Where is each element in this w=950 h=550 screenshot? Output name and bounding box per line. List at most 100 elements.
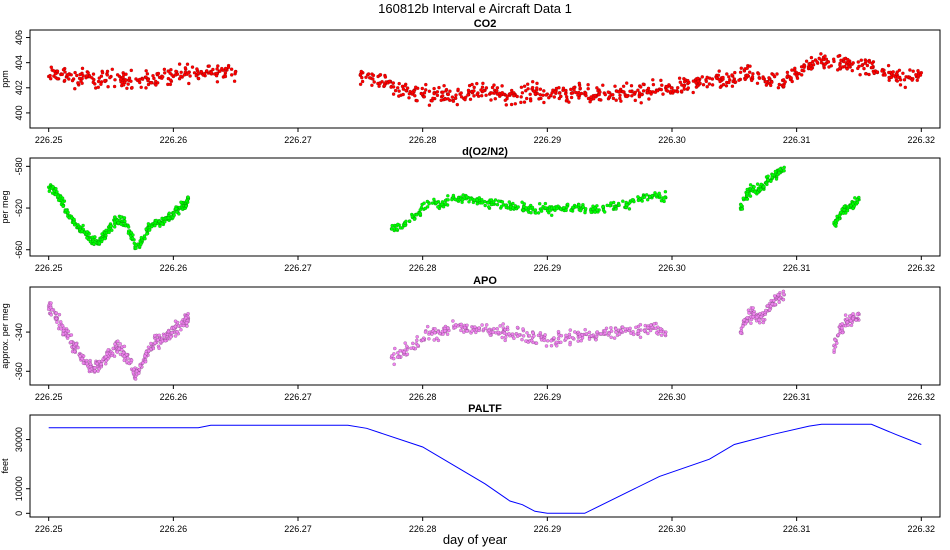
data-point	[686, 86, 691, 90]
data-point	[761, 184, 766, 189]
x-tick-label: 226.28	[409, 135, 437, 145]
data-point	[849, 318, 853, 323]
data-point	[470, 82, 474, 87]
data-point	[472, 325, 477, 329]
data-point	[233, 70, 238, 74]
data-point	[767, 76, 771, 80]
data-point	[903, 85, 908, 90]
data-point	[500, 200, 505, 204]
data-point	[91, 242, 96, 246]
data-point	[851, 61, 856, 65]
data-point	[427, 103, 432, 107]
data-point	[565, 202, 570, 207]
y-tick-label: -580	[14, 157, 24, 175]
data-point	[491, 330, 495, 335]
data-point	[516, 205, 521, 209]
data-point	[173, 319, 178, 324]
data-point	[126, 82, 130, 86]
plot-frame	[29, 286, 941, 386]
data-point	[583, 210, 587, 215]
data-point	[718, 85, 723, 90]
data-point	[503, 98, 508, 103]
data-point	[507, 331, 511, 336]
data-point	[446, 97, 450, 101]
data-point	[777, 297, 781, 301]
data-point	[168, 71, 172, 75]
data-point	[621, 89, 626, 94]
data-point	[558, 94, 563, 99]
data-point	[444, 87, 449, 92]
data-point	[557, 91, 562, 95]
data-point	[663, 189, 668, 194]
data-point	[129, 79, 133, 83]
data-point	[802, 63, 807, 68]
data-point	[662, 196, 667, 200]
data-point	[855, 200, 860, 205]
data-point	[104, 358, 108, 363]
data-point	[902, 78, 907, 82]
data-point	[587, 330, 592, 335]
data-point	[595, 203, 599, 208]
data-point	[544, 344, 549, 348]
data-point	[76, 345, 80, 350]
data-point	[453, 96, 458, 100]
data-point	[204, 69, 209, 73]
data-point	[908, 68, 912, 72]
data-point	[462, 325, 467, 330]
data-point	[594, 337, 598, 342]
data-point	[459, 95, 464, 99]
data-point	[845, 67, 850, 71]
x-tick-label: 226.27	[284, 135, 312, 145]
data-point	[682, 80, 687, 84]
data-point	[232, 79, 237, 83]
data-point	[442, 83, 446, 88]
data-point	[770, 302, 775, 306]
data-point	[63, 70, 67, 74]
data-point	[578, 208, 583, 213]
data-point	[169, 67, 173, 72]
data-point	[138, 363, 142, 368]
data-point	[759, 314, 764, 319]
data-point	[392, 362, 397, 367]
data-point	[433, 326, 437, 331]
x-tick-label: 226.28	[409, 263, 437, 273]
data-point	[586, 82, 590, 87]
data-point	[568, 342, 572, 347]
data-point	[72, 220, 76, 225]
data-point	[52, 69, 56, 73]
data-point	[654, 193, 659, 197]
data-point	[451, 99, 456, 103]
data-point	[916, 68, 920, 73]
data-point	[184, 315, 188, 320]
y-tick-label: 10000	[14, 476, 24, 501]
data-point	[364, 75, 368, 80]
data-point	[460, 197, 465, 202]
data-point	[620, 325, 625, 329]
data-point	[663, 332, 668, 337]
data-point	[633, 90, 638, 95]
data-point	[658, 326, 663, 331]
data-point	[123, 219, 127, 223]
series-apo	[46, 289, 861, 381]
data-point	[564, 208, 568, 213]
y-tick-label: -360	[14, 362, 24, 380]
data-point	[745, 191, 750, 196]
data-point	[397, 81, 402, 86]
data-point	[800, 68, 804, 73]
data-point	[420, 86, 425, 91]
data-point	[738, 70, 743, 75]
data-point	[499, 204, 504, 209]
data-point	[519, 85, 524, 90]
data-point	[767, 307, 772, 312]
data-point	[199, 70, 204, 74]
data-point	[163, 338, 168, 343]
data-point	[425, 199, 430, 204]
data-point	[617, 332, 622, 337]
data-point	[839, 210, 843, 215]
data-point	[513, 102, 518, 106]
data-point	[647, 97, 651, 101]
data-point	[454, 322, 458, 327]
data-point	[51, 184, 55, 189]
data-point	[168, 335, 173, 339]
data-point	[567, 332, 572, 337]
